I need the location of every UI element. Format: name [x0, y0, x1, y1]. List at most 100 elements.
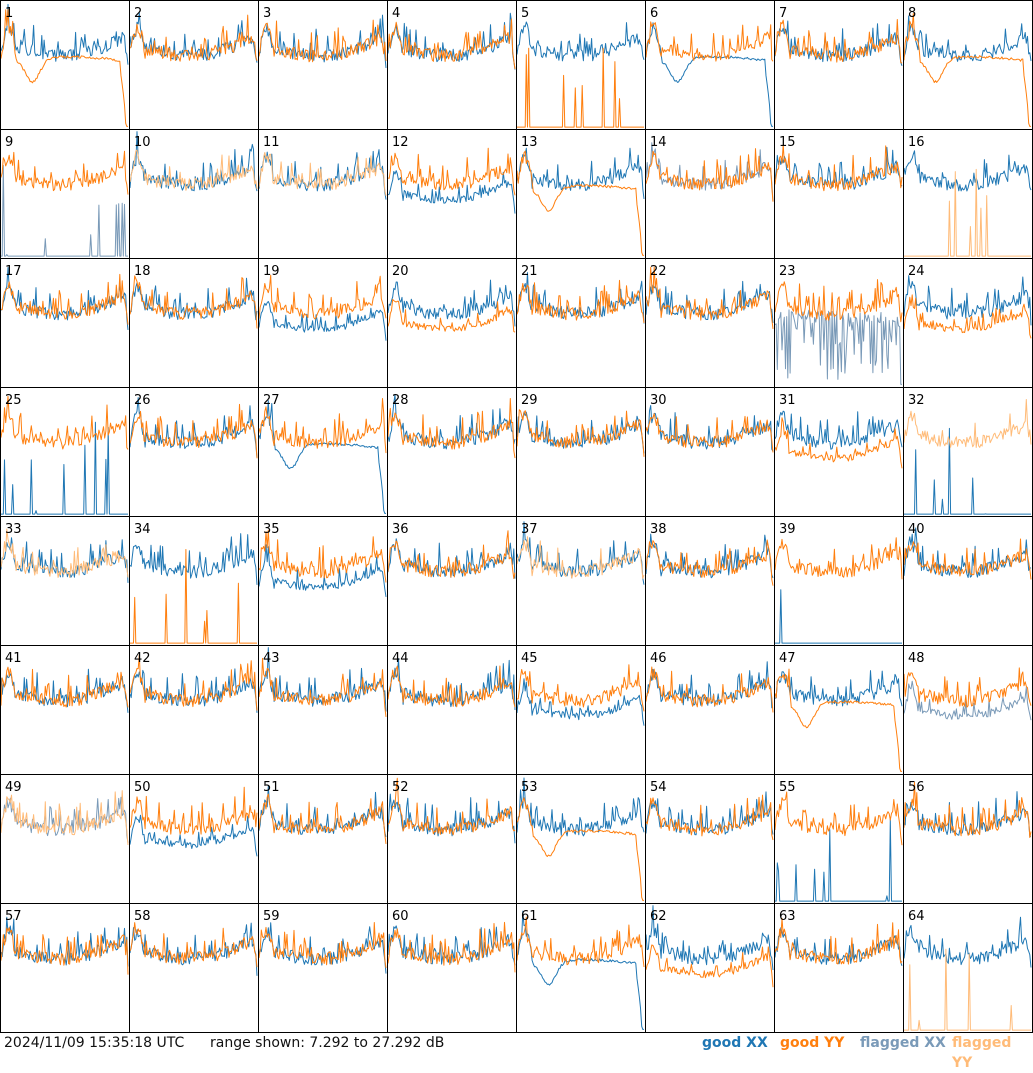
footer: 2024/11/09 15:35:18 UTC range shown: 7.2… — [0, 1033, 1033, 1071]
series-xx-10 — [129, 131, 258, 192]
panel-label: 24 — [908, 264, 925, 279]
panel-label: 1 — [5, 6, 13, 21]
series-yy-40 — [903, 538, 1032, 580]
series-yy-33 — [0, 528, 129, 578]
series-yy-16 — [904, 168, 1031, 257]
panel-label: 61 — [521, 909, 538, 924]
series-yy-55 — [774, 791, 903, 846]
panel-label: 32 — [908, 393, 925, 408]
series-yy-3 — [258, 19, 387, 63]
series-yy-9 — [0, 150, 129, 195]
panel-53: 53 — [516, 774, 646, 904]
series-yy-64 — [904, 948, 1031, 1031]
series-xx-34 — [129, 533, 258, 585]
range-text: range shown: 7.292 to 27.292 dB — [210, 1035, 445, 1051]
panel-label: 52 — [392, 780, 409, 795]
panel-label: 26 — [134, 393, 151, 408]
panel-48: 48 — [903, 645, 1033, 775]
panel-26: 26 — [129, 387, 259, 517]
panel-47: 47 — [774, 645, 904, 775]
panel-label: 43 — [263, 651, 280, 666]
panel-label: 25 — [5, 393, 22, 408]
panel-label: 5 — [521, 6, 529, 21]
panel-60: 60 — [387, 903, 517, 1033]
panel-label: 35 — [263, 522, 280, 537]
series-yy-12 — [387, 147, 516, 196]
panel-22: 22 — [645, 258, 775, 388]
series-yy-4 — [387, 18, 516, 70]
panel-label: 60 — [392, 909, 409, 924]
panel-20: 20 — [387, 258, 517, 388]
panel-label: 56 — [908, 780, 925, 795]
series-yy-57 — [0, 927, 129, 975]
panel-label: 47 — [779, 651, 796, 666]
panel-label: 30 — [650, 393, 667, 408]
series-xx-18 — [129, 277, 258, 321]
series-yy-49 — [0, 790, 129, 845]
panel-label: 7 — [779, 6, 787, 21]
series-xx-7 — [774, 20, 903, 66]
panel-label: 55 — [779, 780, 796, 795]
panel-28: 28 — [387, 387, 517, 517]
panel-border — [774, 0, 904, 130]
series-xx-2 — [129, 12, 258, 63]
panel-label: 14 — [650, 135, 667, 150]
panel-17: 17 — [0, 258, 130, 388]
panel-label: 15 — [779, 135, 796, 150]
panel-33: 33 — [0, 516, 130, 646]
series-xx-46 — [645, 661, 774, 709]
series-yy-56 — [903, 781, 1032, 838]
panel-label: 33 — [5, 522, 22, 537]
panel-label: 39 — [779, 522, 796, 537]
series-yy-36 — [387, 530, 516, 579]
panel-border — [0, 0, 130, 130]
panel-45: 45 — [516, 645, 646, 775]
series-yy-54 — [645, 794, 774, 841]
series-yy-47 — [774, 668, 902, 772]
panel-label: 2 — [134, 6, 142, 21]
panel-3: 3 — [258, 0, 388, 130]
series-yy-24 — [903, 294, 1032, 339]
series-xx-45 — [516, 678, 645, 726]
panel-30: 30 — [645, 387, 775, 517]
panel-62: 62 — [645, 903, 775, 1033]
series-yy-29 — [516, 409, 645, 457]
series-yy-19 — [258, 274, 387, 320]
series-xx-53 — [516, 777, 645, 837]
series-xx-62 — [645, 905, 774, 971]
series-yy-18 — [129, 275, 258, 329]
panel-18: 18 — [129, 258, 259, 388]
series-yy-48 — [903, 667, 1032, 708]
series-yy-17 — [0, 273, 129, 325]
panel-label: 3 — [263, 6, 271, 21]
series-xx-12 — [387, 170, 516, 214]
panel-4: 4 — [387, 0, 517, 130]
legend-flagged-xx: flagged XX — [860, 1035, 946, 1051]
series-yy-8 — [903, 13, 1031, 127]
series-xx-61 — [516, 910, 644, 1030]
panel-label: 45 — [521, 651, 538, 666]
panel-label: 59 — [263, 909, 280, 924]
panel-29: 29 — [516, 387, 646, 517]
panel-25: 25 — [0, 387, 130, 517]
series-xx-24 — [903, 275, 1032, 326]
panel-label: 41 — [5, 651, 22, 666]
panel-61: 61 — [516, 903, 646, 1033]
series-yy-34 — [130, 549, 257, 644]
series-yy-28 — [387, 398, 516, 459]
series-yy-23 — [774, 279, 903, 323]
series-yy-60 — [387, 921, 516, 973]
panel-37: 37 — [516, 516, 646, 646]
series-xx-31 — [774, 410, 903, 450]
panel-label: 23 — [779, 264, 796, 279]
panel-label: 22 — [650, 264, 667, 279]
panel-label: 58 — [134, 909, 151, 924]
panel-label: 51 — [263, 780, 280, 795]
panel-10: 10 — [129, 129, 259, 259]
series-xx-4 — [387, 12, 516, 70]
series-yy-27 — [258, 398, 387, 454]
series-xx-3 — [258, 14, 387, 68]
panel-13: 13 — [516, 129, 646, 259]
series-xx-20 — [387, 279, 516, 327]
